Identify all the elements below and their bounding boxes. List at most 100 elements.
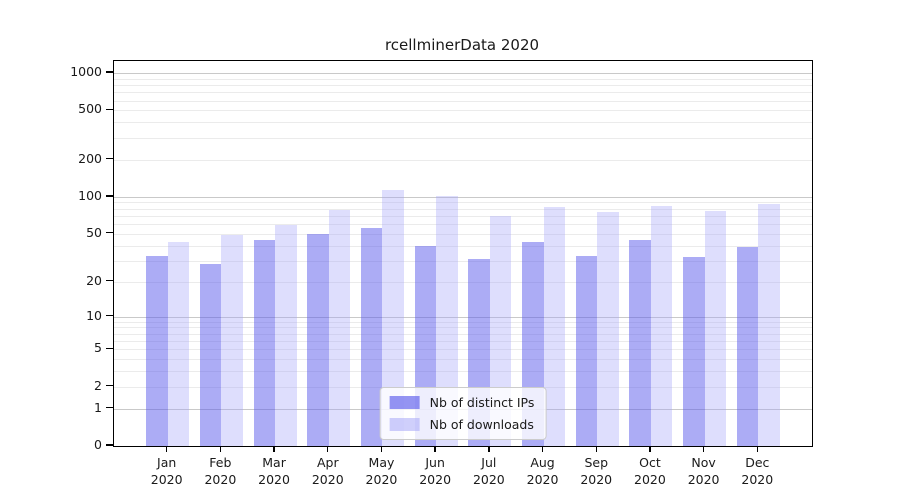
gridline-minor-50 — [114, 233, 812, 235]
x-tick-label-nov: Nov 2020 — [687, 455, 720, 487]
grid-layer — [114, 61, 812, 446]
x-tick-jan — [165, 446, 168, 453]
legend-swatch-downloads — [389, 418, 420, 431]
bar-distinct-ips-dec — [736, 246, 759, 446]
y-tick-label-10: 10 — [86, 307, 102, 323]
bar-downloads-feb — [221, 234, 243, 446]
y-tick-2 — [106, 384, 113, 387]
x-tick-label-aug: Aug 2020 — [526, 455, 559, 487]
gridline-minor-60 — [114, 224, 812, 226]
y-tick-label-200: 200 — [78, 150, 102, 166]
y-tick-200 — [106, 158, 113, 160]
x-tick-label-oct: Oct 2020 — [634, 455, 666, 487]
x-tick-aug — [541, 446, 544, 453]
x-tick-label-apr: Apr 2020 — [311, 455, 344, 487]
bar-distinct-ips-oct — [629, 240, 651, 446]
legend-swatch-distinct-ips — [389, 396, 420, 409]
bar-downloads-nov — [704, 210, 727, 446]
x-tick-label-jun: Jun 2020 — [419, 455, 452, 487]
x-tick-apr — [327, 446, 329, 453]
legend-label-distinct-ips: Nb of distinct IPs — [429, 395, 535, 410]
y-tick-label-5: 5 — [94, 340, 102, 356]
y-tick-label-0: 0 — [94, 437, 102, 452]
gridline-major-10 — [114, 316, 812, 318]
bar-distinct-ips-jan — [146, 255, 168, 446]
x-tick-label-dec: Dec 2020 — [741, 455, 774, 487]
x-tick-label-jul: Jul 2020 — [472, 455, 505, 487]
bar-distinct-ips-mar — [253, 240, 276, 446]
y-tick-label-500: 500 — [78, 101, 102, 117]
bar-downloads-sep — [597, 211, 619, 446]
y-tick-5 — [106, 347, 113, 349]
y-tick-label-20: 20 — [86, 272, 102, 288]
y-tick-label-1: 1 — [94, 399, 102, 415]
gridline-minor-600 — [114, 100, 812, 102]
x-tick-nov — [702, 446, 705, 453]
x-tick-oct — [649, 446, 651, 453]
x-tick-mar — [273, 446, 275, 453]
y-tick-label-1000: 1000 — [70, 64, 102, 80]
plot-area: Nb of distinct IPs Nb of downloads — [113, 60, 813, 447]
x-tick-feb — [219, 446, 222, 453]
x-tick-may — [380, 446, 383, 453]
bar-downloads-oct — [650, 205, 673, 446]
x-tick-label-may: May 2020 — [365, 455, 398, 487]
bar-downloads-jan — [167, 241, 190, 446]
y-tick-50 — [106, 232, 113, 234]
x-tick-jul — [488, 446, 490, 453]
bar-distinct-ips-sep — [575, 255, 598, 446]
gridline-minor-90 — [114, 202, 812, 204]
gridline-minor-700 — [114, 92, 812, 94]
bar-distinct-ips-feb — [199, 264, 222, 446]
gridline-minor-80 — [114, 208, 812, 210]
x-tick-label-sep: Sep 2020 — [580, 455, 613, 487]
gridline-minor-4 — [114, 359, 812, 361]
bar-distinct-ips-apr — [307, 233, 329, 446]
bar-downloads-apr — [328, 210, 351, 446]
y-tick-label-100: 100 — [78, 187, 102, 203]
y-tick-500 — [106, 108, 113, 111]
bar-downloads-dec — [758, 204, 780, 446]
x-tick-dec — [756, 446, 758, 453]
gridline-minor-20 — [114, 281, 812, 283]
y-tick-0 — [106, 444, 113, 446]
x-tick-label-feb: Feb 2020 — [204, 455, 237, 487]
bar-distinct-ips-may — [360, 227, 383, 446]
legend-item-distinct-ips: Nb of distinct IPs — [389, 395, 535, 410]
legend: Nb of distinct IPs Nb of downloads — [379, 387, 547, 440]
gridline-minor-500 — [114, 110, 812, 112]
gridline-minor-200 — [114, 159, 812, 161]
bars-layer — [114, 61, 812, 446]
gridline-major-1000 — [114, 73, 812, 75]
bar-downloads-jun — [436, 196, 458, 446]
gridline-minor-3 — [114, 371, 812, 373]
gridline-major-100 — [114, 196, 812, 198]
y-tick-1 — [106, 406, 113, 409]
x-tick-sep — [595, 446, 597, 453]
gridline-minor-400 — [114, 122, 812, 124]
bar-downloads-aug — [543, 206, 566, 446]
gridline-minor-8 — [114, 327, 812, 329]
x-tick-jun — [434, 446, 436, 453]
gridline-minor-800 — [114, 85, 812, 87]
gridline-minor-300 — [114, 137, 812, 139]
gridline-minor-5 — [114, 349, 812, 351]
gridline-minor-70 — [114, 215, 812, 217]
y-tick-label-2: 2 — [94, 377, 102, 393]
bar-downloads-may — [382, 189, 404, 446]
x-tick-label-mar: Mar 2020 — [258, 455, 290, 487]
gridline-minor-30 — [114, 260, 812, 262]
gridline-minor-6 — [114, 340, 812, 342]
bar-downloads-mar — [275, 224, 297, 446]
gridline-minor-900 — [114, 78, 812, 80]
gridline-minor-9 — [114, 321, 812, 323]
gridline-minor-7 — [114, 333, 812, 335]
y-tick-label-50: 50 — [86, 224, 102, 240]
bar-distinct-ips-nov — [683, 257, 705, 446]
y-tick-1000 — [106, 71, 113, 73]
gridline-minor-40 — [114, 245, 812, 247]
chart-title: rcellminerData 2020 — [384, 36, 540, 54]
y-tick-100 — [106, 195, 113, 197]
y-tick-20 — [106, 279, 113, 282]
